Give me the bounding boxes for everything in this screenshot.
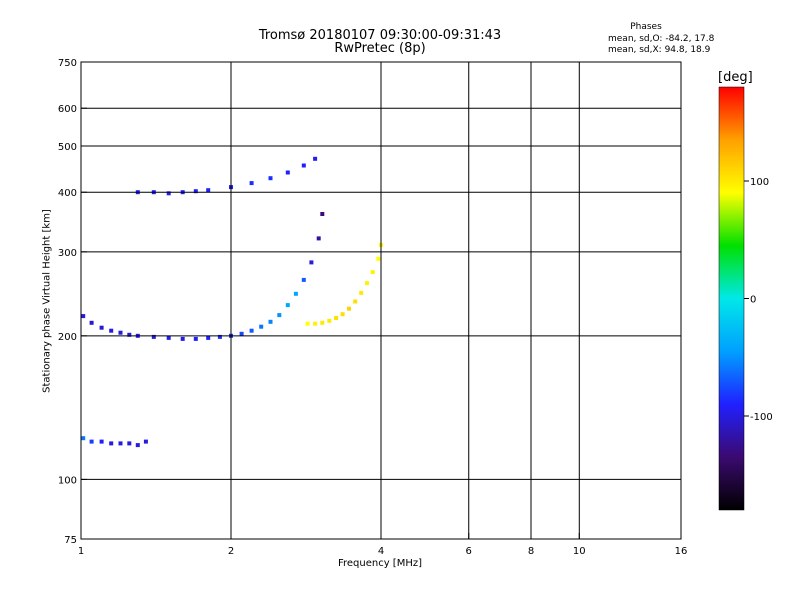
x-axis-ticks: 1 2 4 6 8 10 16 <box>78 533 688 557</box>
data-point <box>359 290 364 295</box>
data-point <box>340 312 345 317</box>
data-point <box>301 277 306 282</box>
colorbar-tick-label: 0 <box>750 295 756 306</box>
data-point <box>309 260 314 265</box>
data-point <box>81 436 86 441</box>
chart-title: Tromsø 20180107 09:30:00-09:31:43 <box>258 28 502 43</box>
colorbar <box>718 86 745 511</box>
data-point <box>206 188 211 193</box>
data-point <box>376 256 381 261</box>
data-point <box>370 270 375 275</box>
data-point <box>180 336 185 341</box>
x-tick-label: 8 <box>528 546 534 557</box>
x-tick-label: 16 <box>675 546 688 557</box>
data-point <box>89 439 94 444</box>
data-point <box>305 321 310 326</box>
x-tick-label: 4 <box>378 546 384 557</box>
data-point <box>135 443 140 448</box>
data-point <box>193 189 198 194</box>
colorbar-tick-label: -100 <box>750 412 773 423</box>
x-axis-label: Frequency [MHz] <box>337 558 423 569</box>
x-tick-label: 2 <box>228 546 234 557</box>
data-point <box>166 335 171 340</box>
data-point <box>293 291 298 296</box>
phases-x-stats: mean, sd,X: 94.8, 18.9 <box>608 45 711 55</box>
data-point <box>109 328 114 333</box>
data-point <box>89 320 94 325</box>
data-point <box>365 281 369 286</box>
data-point <box>239 331 244 336</box>
data-point <box>81 314 86 319</box>
data-point <box>316 236 321 241</box>
data-point <box>127 332 132 337</box>
x-tick-label: 1 <box>78 546 84 557</box>
data-point <box>118 441 123 446</box>
data-point <box>193 336 198 341</box>
data-point <box>277 313 282 318</box>
data-point <box>313 156 318 161</box>
y-tick-label: 400 <box>58 188 77 199</box>
data-point <box>320 320 325 325</box>
data-point <box>353 299 358 304</box>
data-point <box>334 316 339 320</box>
data-point <box>249 328 254 333</box>
data-point <box>268 319 273 324</box>
x-tick-label: 10 <box>573 546 586 557</box>
y-tick-label: 300 <box>58 248 77 259</box>
y-tick-label: 200 <box>58 332 77 343</box>
data-point <box>217 334 222 339</box>
data-point <box>99 325 104 330</box>
data-point <box>301 163 306 168</box>
y-tick-label: 100 <box>58 475 77 486</box>
data-point <box>259 324 264 329</box>
y-tick-label: 600 <box>58 104 77 115</box>
data-point <box>143 439 148 444</box>
data-point <box>327 318 332 323</box>
data-point <box>285 303 290 308</box>
data-point <box>206 335 211 340</box>
y-tick-label: 500 <box>58 142 77 153</box>
data-point <box>151 334 156 339</box>
data-point <box>118 330 123 335</box>
data-point <box>166 191 171 196</box>
data-point <box>320 212 325 216</box>
chart-subtitle: RwPretec (8p) <box>334 41 426 56</box>
data-point <box>109 441 114 446</box>
colorbar-tick-label: 100 <box>750 177 769 188</box>
data-point <box>249 181 254 186</box>
colorbar-ticks: 100 0 -100 <box>744 177 773 423</box>
y-axis-ticks: 75 100 200 300 400 500 600 750 <box>58 58 87 546</box>
y-tick-label: 750 <box>58 58 77 69</box>
phases-o-stats: mean, sd,O: -84.2, 17.8 <box>608 34 715 44</box>
data-point <box>268 176 273 181</box>
data-point <box>313 321 318 326</box>
phases-legend-title: Phases <box>630 22 662 32</box>
scatter-points <box>81 156 383 448</box>
colorbar-unit-label: [deg] <box>718 70 753 85</box>
data-point <box>99 439 104 444</box>
grid-lines <box>81 62 681 539</box>
data-point <box>285 170 290 175</box>
data-point <box>127 441 132 446</box>
y-tick-label: 75 <box>64 535 77 546</box>
data-point <box>347 306 351 311</box>
x-tick-label: 6 <box>466 546 472 557</box>
